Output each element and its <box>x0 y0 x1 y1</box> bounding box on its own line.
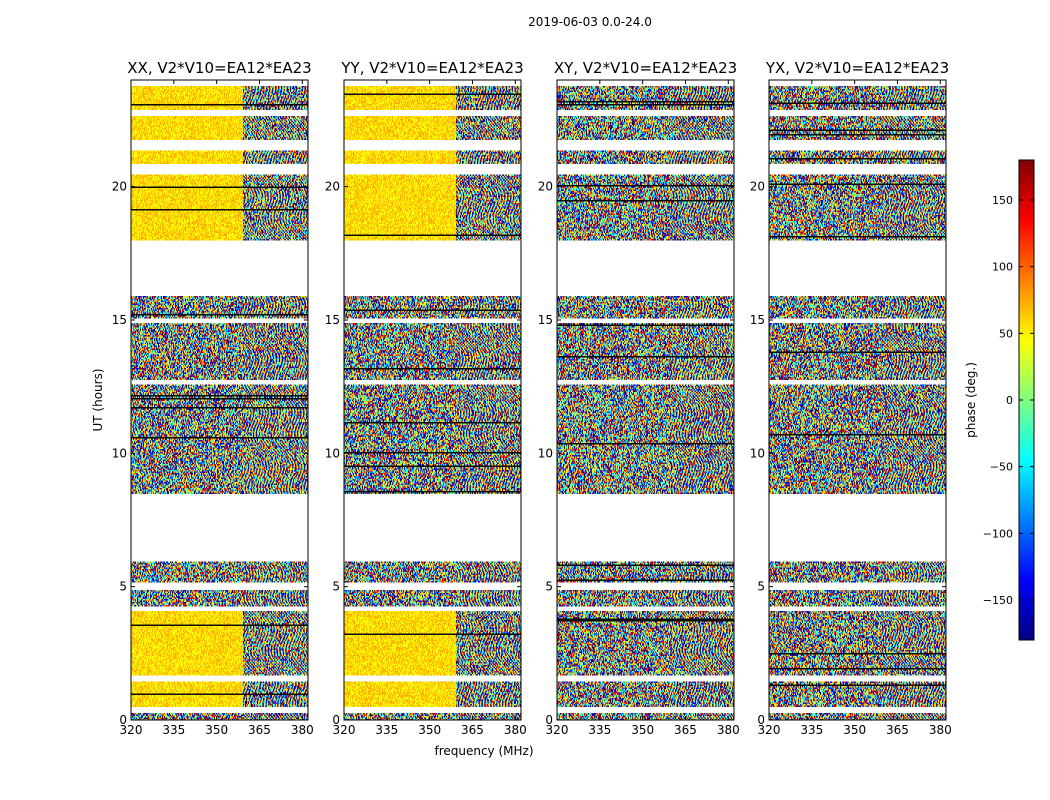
x-tick-label: 335 <box>588 723 611 737</box>
x-tick-label: 365 <box>886 723 909 737</box>
colorbar-tick-label: 0 <box>1006 394 1013 407</box>
colorbar-tick-label: −50 <box>990 461 1013 474</box>
panel-title: XY, V2*V10=EA12*EA23 <box>554 59 737 77</box>
y-tick-label: 10 <box>325 446 340 460</box>
x-tick-label: 320 <box>546 723 569 737</box>
y-tick-label: 5 <box>119 580 127 594</box>
y-tick-label: 20 <box>538 180 553 194</box>
y-tick-label: 5 <box>332 580 340 594</box>
x-tick-label: 320 <box>333 723 356 737</box>
colorbar-tick-label: 50 <box>999 327 1013 340</box>
x-tick-label: 380 <box>929 723 952 737</box>
y-tick-label: 15 <box>538 313 553 327</box>
panel-title: XX, V2*V10=EA12*EA23 <box>127 59 311 77</box>
y-tick-label: 15 <box>112 313 127 327</box>
x-tick-label: 350 <box>843 723 866 737</box>
y-tick-label: 20 <box>325 180 340 194</box>
y-tick-label: 0 <box>545 713 553 727</box>
x-tick-label: 335 <box>375 723 398 737</box>
y-tick-label: 0 <box>757 713 765 727</box>
plot-frame <box>343 79 522 721</box>
x-tick-label: 350 <box>631 723 654 737</box>
x-tick-label: 335 <box>162 723 185 737</box>
x-tick-label: 320 <box>758 723 781 737</box>
y-tick-label: 0 <box>119 713 127 727</box>
plot-frame <box>130 79 309 721</box>
panels-group: XX, V2*V10=EA12*EA23 320 335 350 365 380 0 5 10 1… <box>112 59 952 737</box>
y-tick-label: 5 <box>757 580 765 594</box>
y-tick-label: 20 <box>112 180 127 194</box>
x-tick-label: 365 <box>674 723 697 737</box>
panel-title: YY, V2*V10=EA12*EA23 <box>340 59 523 77</box>
y-tick-label: 10 <box>750 446 765 460</box>
colorbar: 150 100 50 0 −50 −100 −150 phase (deg.) <box>964 159 1035 641</box>
plot-frame <box>556 79 735 721</box>
y-tick-label: 10 <box>538 446 553 460</box>
heatmap-raster-yx <box>769 80 946 720</box>
x-tick-label: 380 <box>291 723 314 737</box>
heatmap-raster-xx <box>131 80 308 720</box>
panel-yx: YX, V2*V10=EA12*EA23 320 335 350 365 380 0 5 10 1… <box>750 59 952 737</box>
x-tick-label: 380 <box>504 723 527 737</box>
x-tick-label: 365 <box>248 723 271 737</box>
colorbar-tick-label: −100 <box>983 527 1013 540</box>
x-axis-label: frequency (MHz) <box>434 744 533 758</box>
y-tick-label: 15 <box>750 313 765 327</box>
panel-xx: XX, V2*V10=EA12*EA23 320 335 350 365 380 0 5 10 1… <box>112 59 314 737</box>
panel-title: YX, V2*V10=EA12*EA23 <box>765 59 949 77</box>
x-tick-label: 320 <box>120 723 143 737</box>
panel-yy: YY, V2*V10=EA12*EA23 320 335 350 365 380 0 5 10 1… <box>325 59 527 737</box>
y-tick-label: 20 <box>750 180 765 194</box>
colorbar-tick-label: −150 <box>983 594 1013 607</box>
y-tick-label: 5 <box>545 580 553 594</box>
y-axis-label: UT (hours) <box>91 368 105 431</box>
colorbar-tick-label: 150 <box>992 194 1013 207</box>
plot-frame <box>768 79 947 721</box>
figure-suptitle: 2019-06-03 0.0-24.0 <box>528 15 652 29</box>
x-tick-label: 380 <box>717 723 740 737</box>
colorbar-tick-label: 100 <box>992 261 1013 274</box>
x-tick-label: 365 <box>461 723 484 737</box>
panel-xy: XY, V2*V10=EA12*EA23 320 335 350 365 380 0 5 10 1… <box>538 59 740 737</box>
x-tick-label: 350 <box>418 723 441 737</box>
colorbar-ticks: 150 100 50 0 −50 −100 −150 <box>983 194 1034 607</box>
heatmap-raster-xy <box>557 80 734 720</box>
y-tick-label: 15 <box>325 313 340 327</box>
y-tick-label: 0 <box>332 713 340 727</box>
x-tick-label: 350 <box>205 723 228 737</box>
x-tick-label: 335 <box>800 723 823 737</box>
heatmap-raster-yy <box>344 80 521 720</box>
colorbar-label: phase (deg.) <box>964 362 978 438</box>
y-tick-label: 10 <box>112 446 127 460</box>
